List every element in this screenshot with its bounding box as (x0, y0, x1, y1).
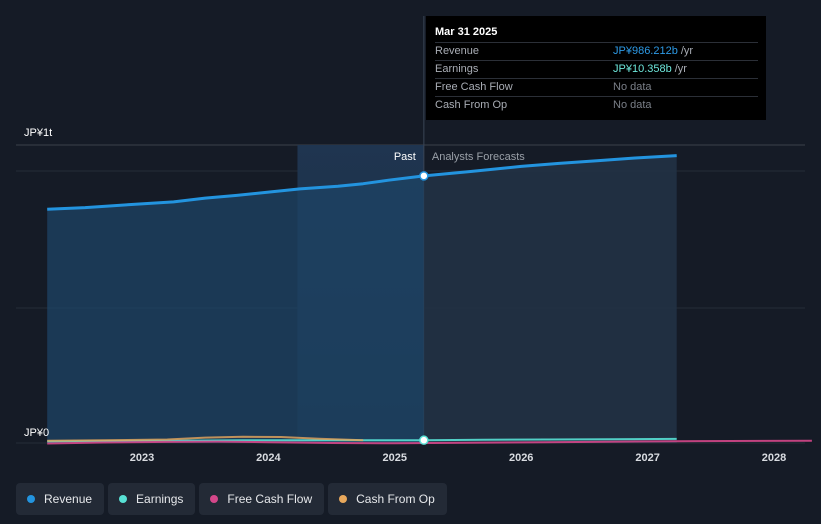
tooltip-unit: /yr (680, 45, 694, 57)
x-tick-label: 2023 (130, 452, 154, 464)
tooltip-row-revenue: Revenue JP¥986.212b /yr (435, 42, 758, 60)
legend-dot-icon (339, 495, 348, 503)
tooltip-row-cash-from-op: Cash From Op No data (435, 96, 758, 114)
legend-dot-icon (119, 495, 128, 503)
tooltip-label: Cash From Op (435, 99, 508, 111)
tooltip-date: Mar 31 2025 (435, 26, 498, 38)
series-lines (47, 154, 812, 445)
tooltip-value: No data (613, 99, 652, 111)
legend-item-revenue[interactable]: Revenue (16, 483, 105, 515)
free-cash-flow-line (47, 439, 812, 445)
legend-item-earnings[interactable]: Earnings (108, 483, 196, 515)
tooltip: Mar 31 2025 Revenue JP¥986.212b /yr Earn… (426, 16, 766, 120)
legend-label: Free Cash Flow (227, 492, 313, 506)
x-tick-label: 2024 (256, 452, 281, 464)
past-label: Past (394, 151, 416, 163)
legend-dot-icon (27, 495, 35, 503)
legend-label: Earnings (136, 492, 184, 506)
x-tick-label: 2026 (509, 452, 533, 464)
forecast-label: Analysts Forecasts (432, 151, 525, 163)
revenue-area-forecast (423, 155, 677, 443)
legend-label: Cash From Op (356, 492, 435, 506)
cash-from-op-line (47, 435, 364, 442)
highlight-markers (419, 171, 429, 445)
earnings-marker (419, 435, 429, 445)
tooltip-value: JP¥986.212b (613, 45, 678, 57)
x-tick-label: 2027 (635, 452, 659, 464)
x-tick-label: 2025 (383, 452, 407, 464)
tooltip-label: Free Cash Flow (435, 81, 513, 93)
tooltip-value: No data (613, 81, 652, 93)
revenue-area-past (47, 175, 424, 443)
tooltip-row-earnings: Earnings JP¥10.358b /yr (435, 60, 758, 78)
x-axis-ticks: 2023 2024 2025 2026 2027 2028 (130, 452, 786, 464)
series-areas (47, 155, 677, 443)
tooltip-unit: /yr (674, 63, 687, 75)
tooltip-label: Earnings (435, 63, 479, 75)
tooltip-value: JP¥10.358b (613, 63, 672, 75)
revenue-line (47, 154, 677, 211)
tooltip-label: Revenue (435, 45, 480, 57)
legend-item-cash-from-op[interactable]: Cash From Op (328, 483, 447, 515)
revenue-marker (419, 171, 429, 181)
y-axis-bottom-label: JP¥0 (24, 427, 49, 439)
y-axis-top-label: JP¥1t (24, 127, 52, 139)
legend-dot-icon (210, 495, 219, 503)
x-tick-label: 2028 (762, 452, 786, 464)
tooltip-row-free-cash-flow: Free Cash Flow No data (435, 78, 758, 96)
legend: Revenue Earnings Free Cash Flow Cash Fro… (16, 483, 451, 515)
legend-item-free-cash-flow[interactable]: Free Cash Flow (199, 483, 325, 515)
legend-label: Revenue (44, 492, 93, 506)
